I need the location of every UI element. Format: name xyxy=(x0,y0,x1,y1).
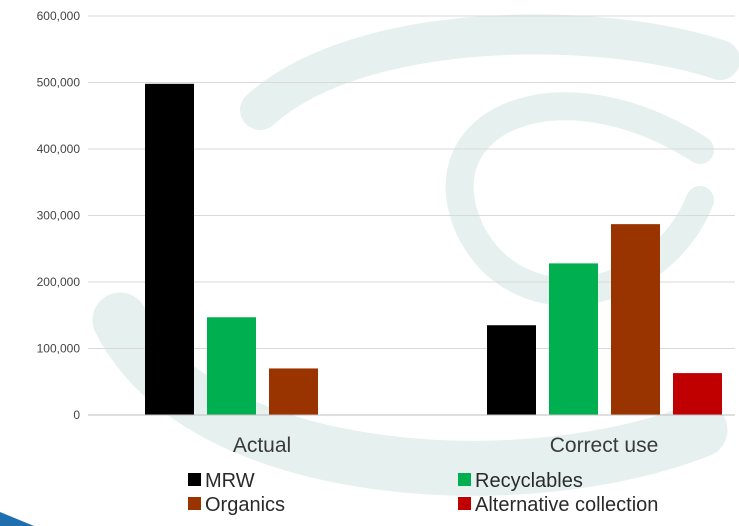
x-tick-label: Correct use xyxy=(550,434,659,457)
y-tick-label: 400,000 xyxy=(37,142,81,156)
x-axis: Actual Correct use xyxy=(233,434,658,457)
legend-label-recyclables: Recyclables xyxy=(475,470,583,492)
y-tick-label: 0 xyxy=(73,408,80,422)
legend-swatch-organics xyxy=(188,497,201,510)
legend-label-mrw: MRW xyxy=(205,470,255,492)
y-axis: 0 100,000 200,000 300,000 400,000 500,000 600,… xyxy=(37,9,81,422)
bar-organics-actual xyxy=(269,368,318,415)
legend: MRW Recyclables Organics Alternative collec… xyxy=(188,470,658,516)
y-tick-label: 600,000 xyxy=(37,9,81,23)
bar-recyclables-correct-use xyxy=(549,263,598,415)
y-tick-label: 200,000 xyxy=(37,275,81,289)
y-tick-label: 100,000 xyxy=(37,342,81,356)
legend-swatch-recyclables xyxy=(458,473,471,486)
bar-recyclables-actual xyxy=(207,317,256,415)
bar-mrw-correct-use xyxy=(487,325,536,415)
bar-mrw-actual xyxy=(145,83,194,415)
gridlines xyxy=(88,15,735,349)
legend-label-alternative-collection: Alternative collection xyxy=(475,494,658,516)
x-tick-label: Actual xyxy=(233,434,291,457)
bar-organics-correct-use xyxy=(611,224,660,415)
bar-alternative-collection-correct-use xyxy=(673,373,722,415)
corner-accent xyxy=(0,512,34,526)
legend-label-organics: Organics xyxy=(205,494,285,516)
legend-swatch-alternative-collection xyxy=(458,497,471,510)
y-tick-label: 500,000 xyxy=(37,76,81,90)
bars xyxy=(145,83,722,415)
y-tick-label: 300,000 xyxy=(37,209,81,223)
legend-swatch-mrw xyxy=(188,473,201,486)
